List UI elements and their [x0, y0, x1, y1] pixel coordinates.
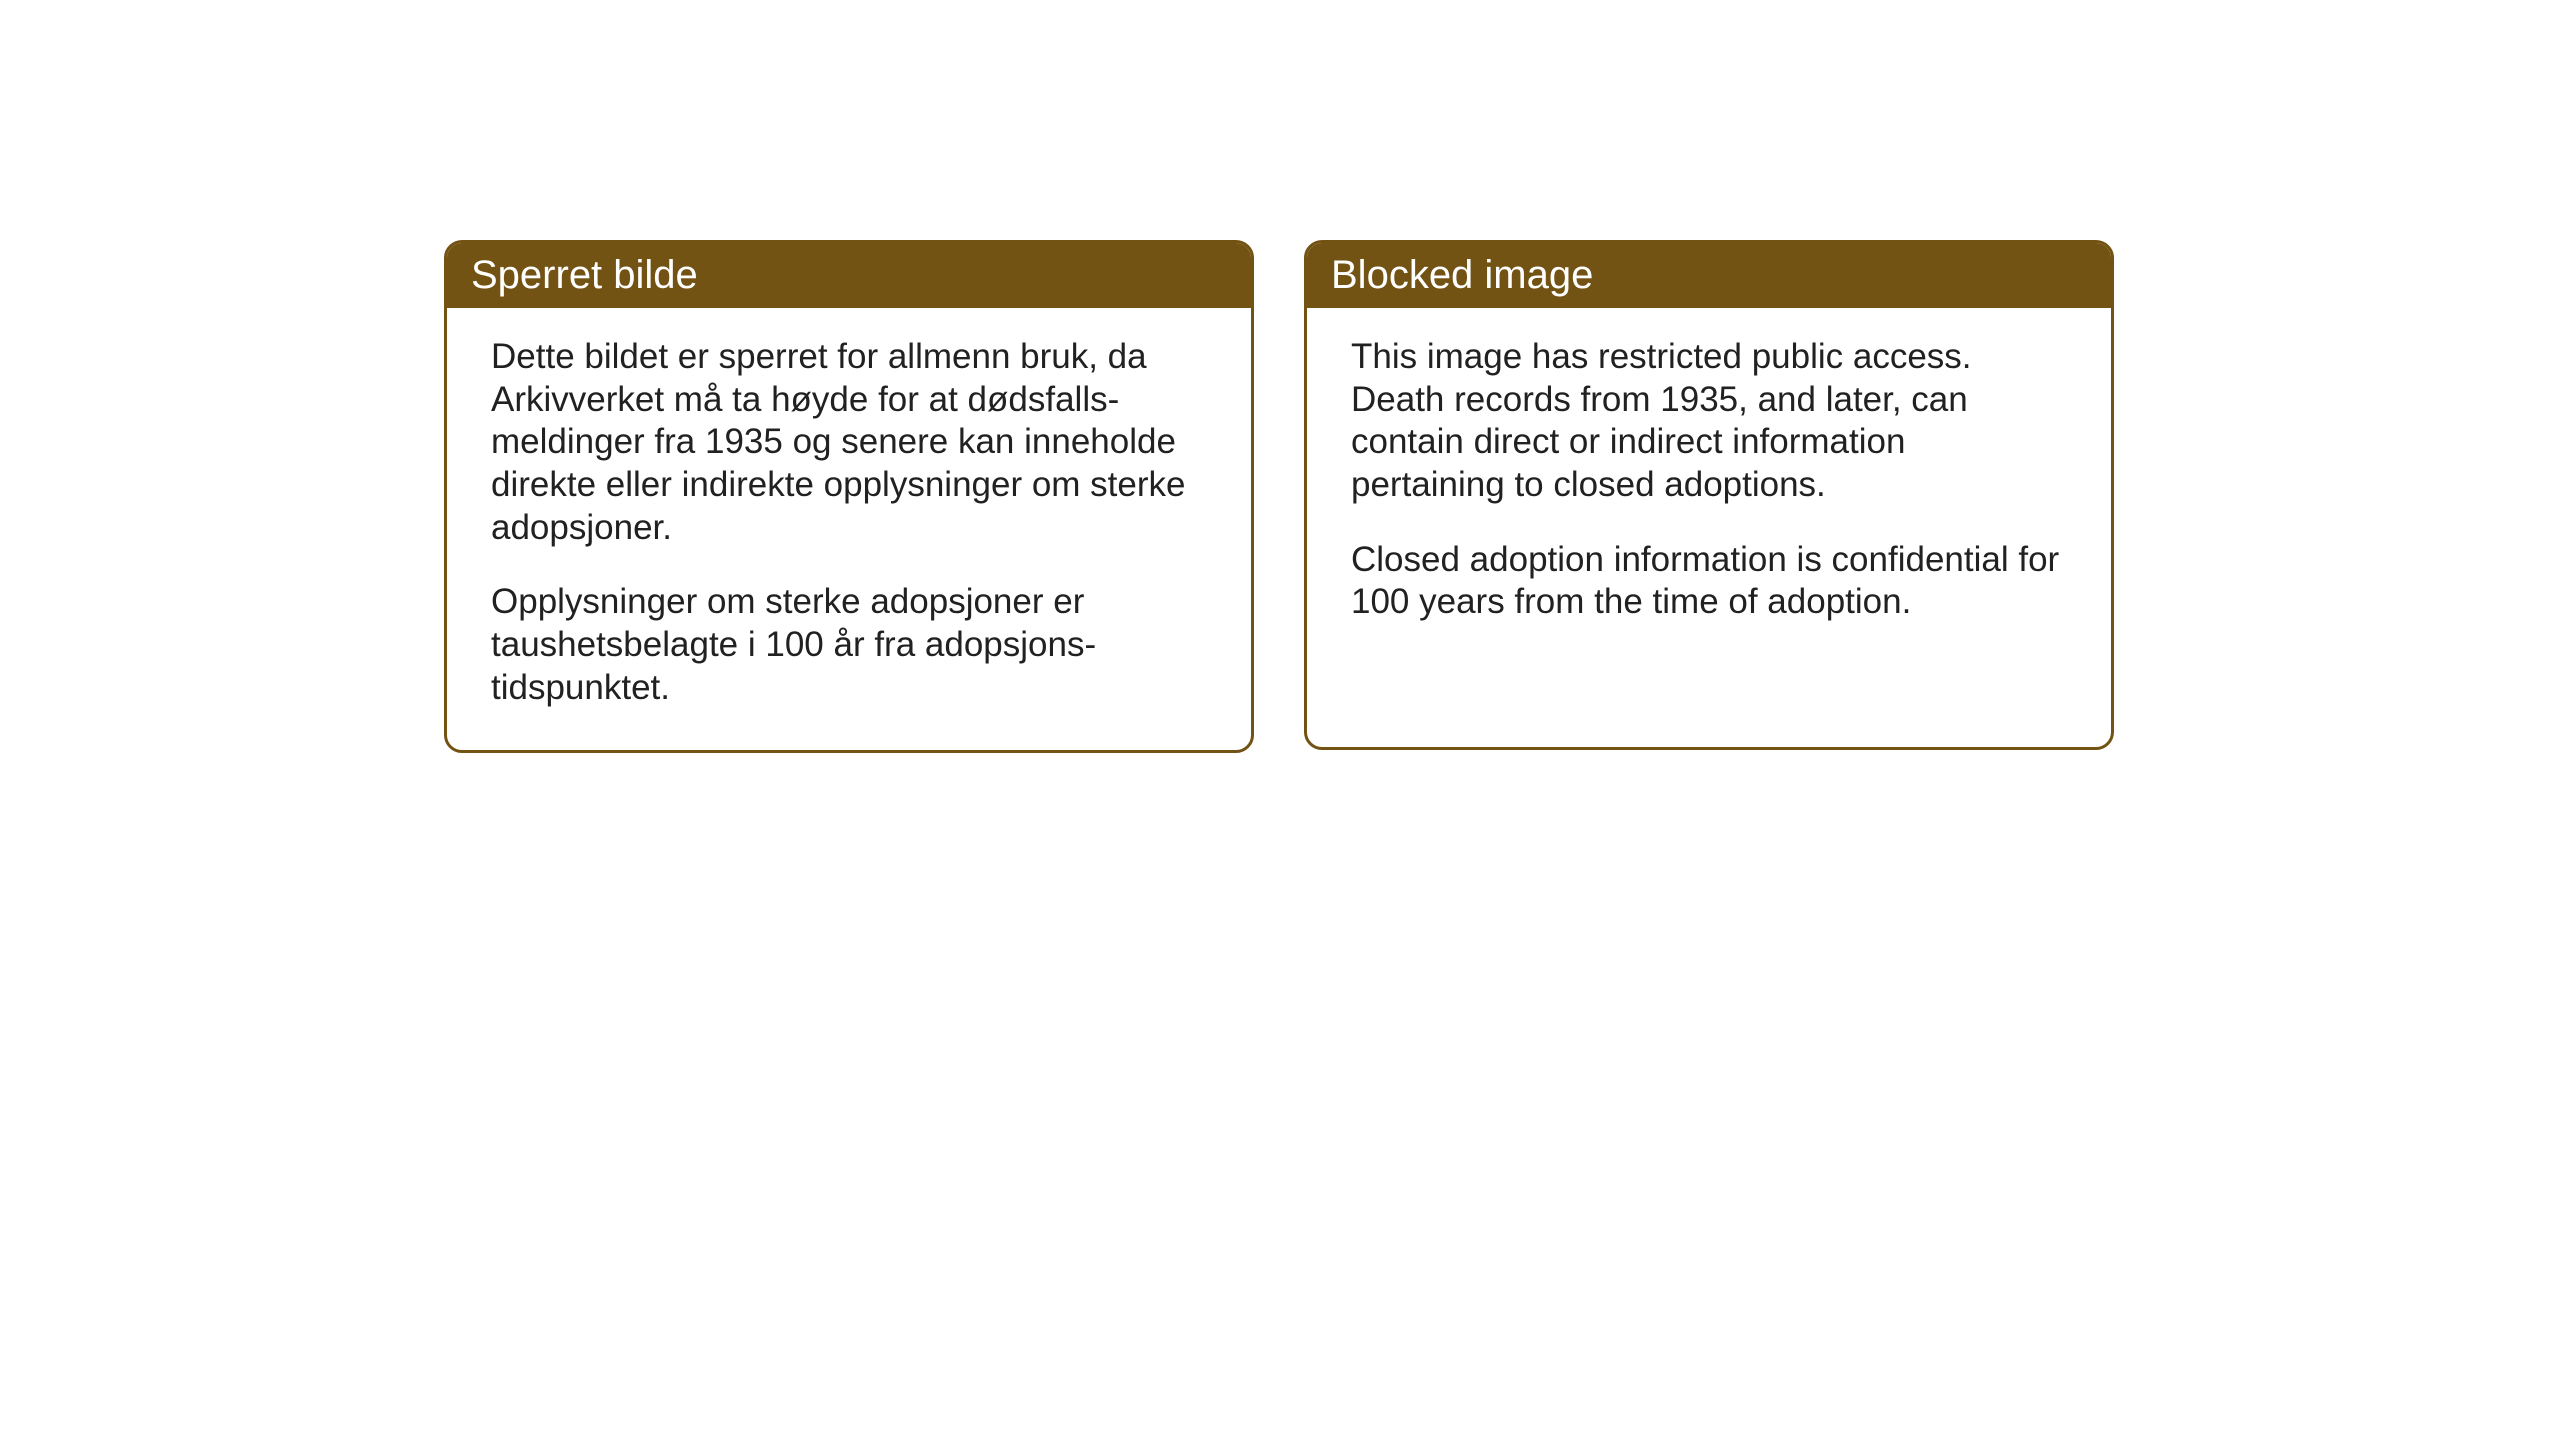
card-english-title: Blocked image [1331, 253, 1593, 297]
card-norwegian: Sperret bilde Dette bildet er sperret fo… [444, 240, 1254, 753]
card-english: Blocked image This image has restricted … [1304, 240, 2114, 750]
cards-container: Sperret bilde Dette bildet er sperret fo… [444, 240, 2114, 753]
card-english-paragraph-1: This image has restricted public access.… [1351, 336, 2067, 507]
card-english-paragraph-2: Closed adoption information is confident… [1351, 539, 2067, 624]
card-norwegian-paragraph-2: Opplysninger om sterke adopsjoner er tau… [491, 581, 1207, 709]
card-norwegian-header: Sperret bilde [447, 243, 1251, 308]
card-norwegian-title: Sperret bilde [471, 253, 698, 297]
card-norwegian-paragraph-1: Dette bildet er sperret for allmenn bruk… [491, 336, 1207, 549]
card-norwegian-body: Dette bildet er sperret for allmenn bruk… [447, 308, 1251, 750]
card-english-header: Blocked image [1307, 243, 2111, 308]
card-english-body: This image has restricted public access.… [1307, 308, 2111, 664]
